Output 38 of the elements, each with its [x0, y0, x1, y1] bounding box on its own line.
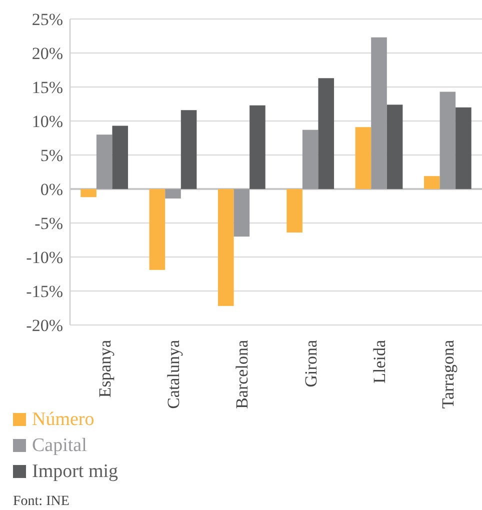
- x-tick-label: Girona: [301, 340, 320, 388]
- y-tick-label: -20%: [26, 316, 63, 335]
- bar: [424, 176, 440, 189]
- x-tick-label: Barcelona: [232, 340, 252, 409]
- bar: [371, 37, 387, 189]
- x-tick-label: Lleida: [370, 340, 389, 384]
- bar: [180, 110, 197, 189]
- text: Font: INE: [13, 494, 70, 509]
- bar: [80, 189, 96, 198]
- bar: [250, 105, 266, 189]
- x-tick-label: Tarragona: [438, 340, 458, 409]
- y-tick-label: 15%: [32, 78, 63, 97]
- bar: [456, 107, 472, 189]
- y-tick-label: 0%: [40, 180, 63, 199]
- y-tick-label: 10%: [32, 112, 63, 131]
- bar: [386, 104, 403, 189]
- y-tick-label: -10%: [26, 248, 63, 267]
- bar: [286, 189, 302, 233]
- bar: [218, 189, 234, 306]
- bar: [302, 130, 318, 189]
- bar: [318, 78, 334, 189]
- y-tick-label: -15%: [26, 282, 63, 301]
- x-tick-label: Espanya: [95, 340, 114, 398]
- legend-label: Import mig: [32, 461, 119, 482]
- y-tick-label: -5%: [34, 214, 63, 233]
- y-tick-label: 5%: [40, 146, 63, 165]
- legend-label: Capital: [32, 435, 87, 456]
- bar: [355, 127, 372, 189]
- x-tick-label: Catalunya: [164, 340, 183, 409]
- bar: [440, 92, 456, 189]
- y-tick-label: 20%: [32, 44, 63, 63]
- bar: [234, 189, 250, 237]
- bar: [165, 189, 181, 199]
- y-tick-label: 25%: [32, 10, 63, 29]
- bar: [96, 134, 112, 189]
- bar: [112, 126, 128, 189]
- legend-label: Número: [32, 409, 94, 430]
- bar: [149, 189, 166, 270]
